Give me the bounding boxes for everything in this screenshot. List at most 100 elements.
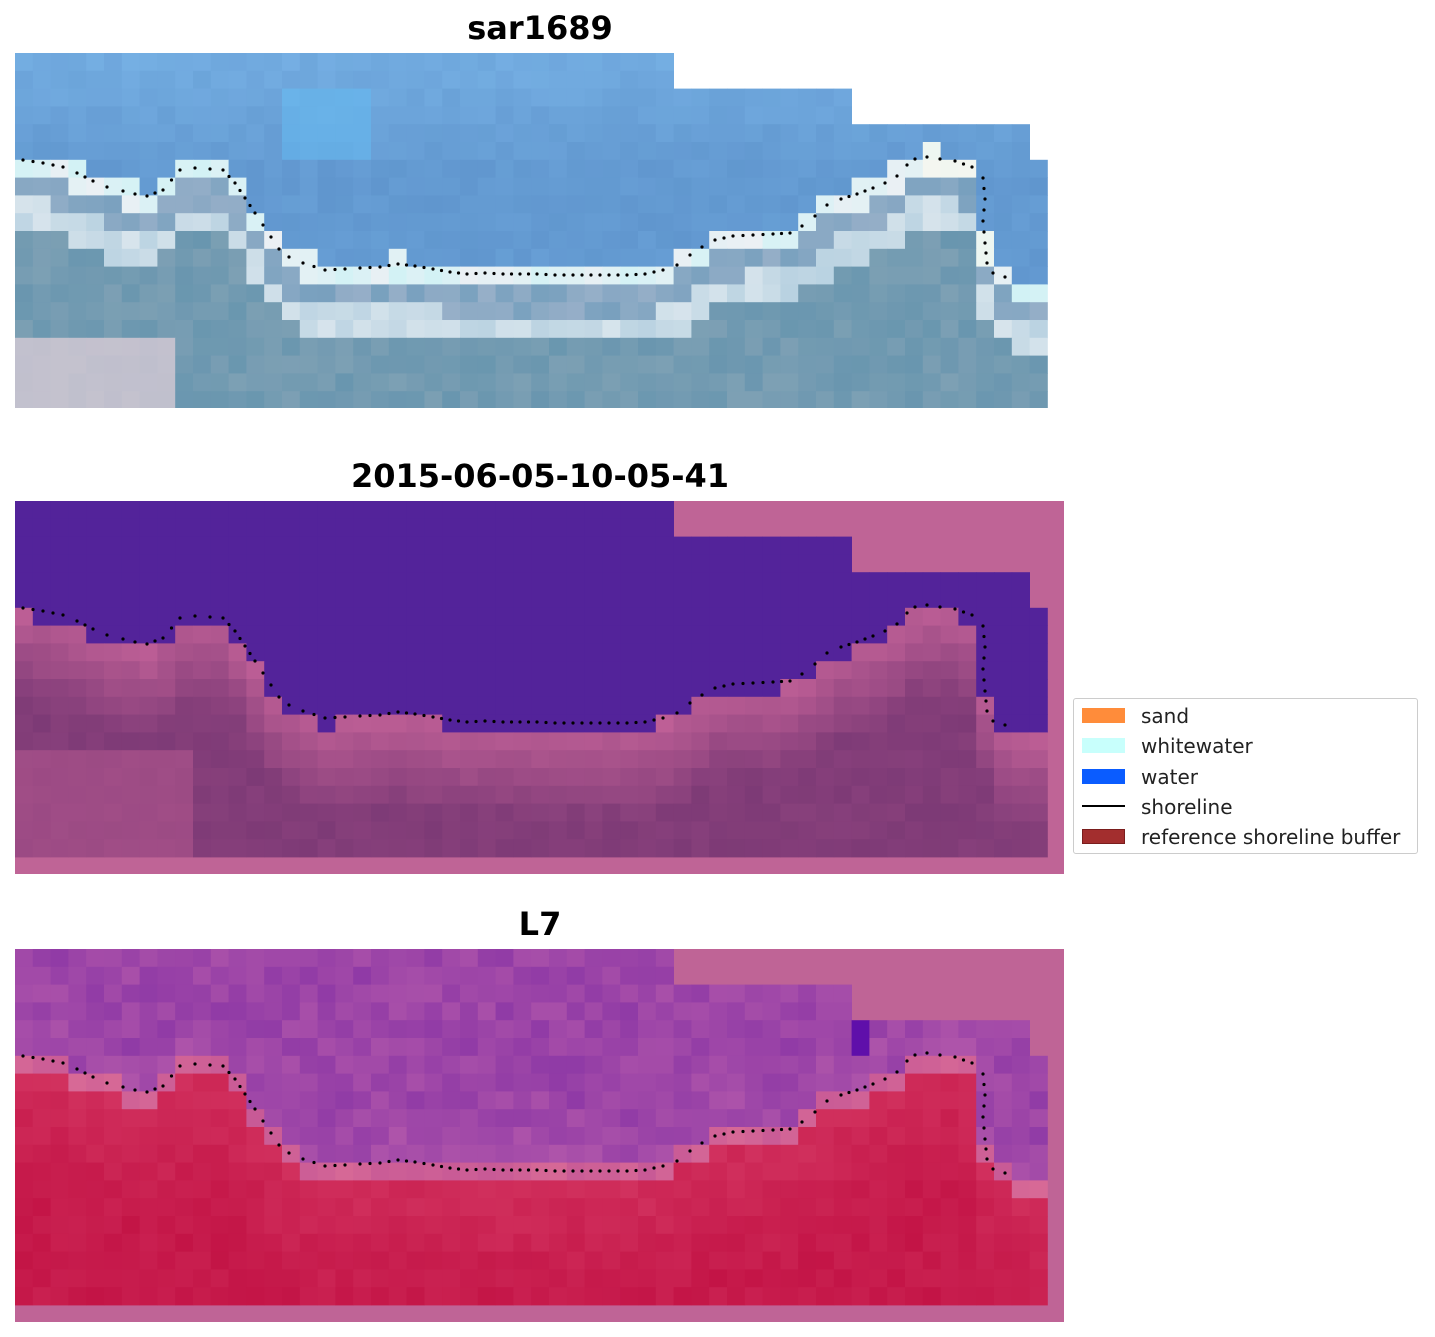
shoreline-point [208, 167, 212, 171]
shoreline-point [607, 273, 611, 277]
shoreline-point [722, 236, 726, 240]
shoreline-point [863, 637, 867, 641]
shoreline-point [41, 609, 45, 613]
shoreline-point [277, 695, 281, 699]
shoreline-point [121, 1085, 125, 1089]
shoreline-point [970, 165, 974, 169]
shoreline-point [741, 233, 745, 238]
shoreline-point [771, 1128, 775, 1132]
shoreline-point [938, 1053, 942, 1057]
shoreline-point [105, 185, 109, 189]
shoreline-point [713, 1134, 717, 1138]
shoreline-point [991, 271, 995, 275]
shoreline-point [571, 1169, 575, 1173]
shoreline-point [751, 681, 755, 685]
shoreline-point [871, 186, 875, 190]
shoreline-point [343, 267, 347, 271]
shoreline-point [970, 1061, 974, 1065]
shoreline-point [981, 667, 985, 671]
shoreline-point [474, 1167, 478, 1172]
shoreline-point [21, 158, 25, 162]
shoreline-point [501, 720, 505, 724]
shoreline-point [871, 1082, 875, 1086]
shoreline-point [652, 270, 656, 274]
shoreline-point [465, 720, 469, 724]
shoreline-point [269, 1131, 273, 1135]
shoreline-point [193, 614, 197, 618]
shoreline-point [253, 659, 257, 663]
shoreline-point [83, 1071, 87, 1075]
mndwi-image [15, 949, 1064, 1322]
shoreline-point [981, 1115, 985, 1119]
shoreline-point [301, 261, 305, 265]
shoreline-point [509, 272, 514, 276]
shoreline-point [323, 268, 327, 272]
shoreline-point [518, 720, 522, 724]
shoreline-point [208, 1063, 212, 1067]
shoreline-point [368, 265, 372, 270]
shoreline-point [895, 1070, 899, 1074]
shoreline-point [253, 211, 257, 215]
shoreline-point [492, 719, 496, 724]
shoreline-point [253, 1107, 257, 1111]
shoreline-point [227, 174, 231, 179]
shoreline-point [863, 1085, 867, 1089]
reference-buffer-swatch [1082, 829, 1125, 844]
shoreline-point [448, 270, 452, 274]
legend-label-sand: sand [1141, 704, 1190, 728]
shoreline-point [634, 272, 638, 277]
shoreline-point [243, 196, 247, 200]
shoreline-point [981, 219, 985, 223]
legend-item-sand: sand [1074, 703, 1417, 728]
shoreline-point [779, 231, 784, 236]
mndwi-pixels [15, 949, 1048, 1306]
shoreline-point [483, 719, 487, 723]
shoreline-point [544, 1168, 548, 1173]
shoreline-point [277, 247, 281, 251]
legend-item-whitewater: whitewater [1074, 733, 1417, 758]
shoreline-point [51, 163, 55, 167]
shoreline-point [981, 624, 985, 628]
shoreline-points [21, 603, 1007, 727]
shoreline-point [675, 1159, 679, 1163]
shoreline-point [800, 224, 804, 228]
shoreline-point [439, 716, 444, 721]
shoreline-point [287, 703, 291, 707]
rgb-pixels [15, 53, 1048, 408]
shoreline-point [607, 1169, 611, 1173]
shoreline-point [378, 265, 382, 269]
shoreline-point [387, 711, 391, 716]
shoreline-point [983, 241, 987, 245]
shoreline-point [905, 611, 909, 615]
shoreline-point [616, 721, 620, 725]
shoreline-point [358, 714, 362, 718]
shoreline-point [518, 272, 522, 276]
shoreline-point [169, 626, 174, 630]
shoreline-point [535, 272, 539, 276]
shoreline-point [333, 1163, 337, 1168]
shoreline-point [625, 721, 629, 725]
shoreline-point [492, 271, 496, 276]
shoreline-point [589, 273, 593, 277]
shoreline-point [396, 262, 400, 266]
shoreline-point [634, 1168, 638, 1173]
shoreline-point [985, 261, 989, 265]
shoreline-point [925, 1051, 929, 1055]
shoreline-point [31, 1055, 35, 1060]
shoreline-point [855, 640, 859, 644]
legend: sand whitewater water shoreline referenc… [1073, 698, 1418, 854]
shoreline-point [895, 622, 899, 626]
shoreline-point [938, 157, 942, 161]
shoreline-point [984, 699, 988, 703]
shoreline-point [75, 619, 79, 623]
shoreline-point [751, 233, 755, 237]
shoreline-point [41, 1057, 45, 1061]
shoreline-point [492, 1167, 496, 1172]
shoreline-point [439, 1164, 444, 1169]
shoreline-point [983, 197, 987, 201]
shoreline-point [825, 651, 829, 655]
shoreline-point [895, 174, 899, 178]
shoreline-point [343, 715, 347, 719]
shoreline-point [883, 181, 887, 185]
shoreline-point [913, 157, 917, 161]
